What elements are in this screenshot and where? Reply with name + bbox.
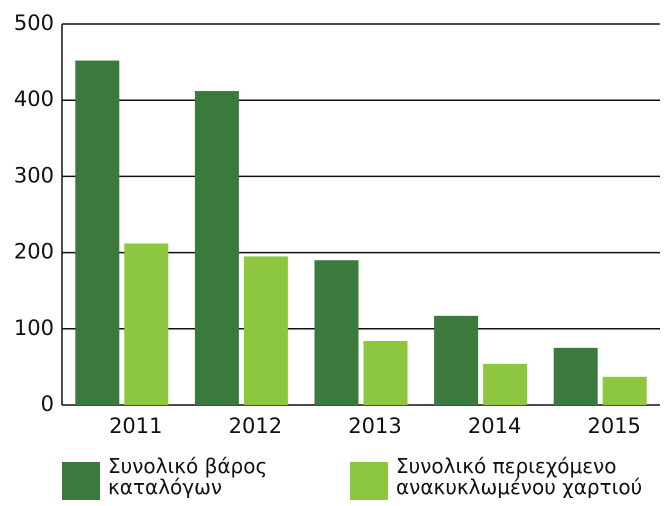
x-tick-label: 2012 bbox=[229, 414, 282, 438]
bar bbox=[483, 363, 528, 405]
legend-label: Συνολικό περιεχόμενο ανακυκλωμένου χαρτι… bbox=[396, 456, 643, 498]
y-tick-label: 0 bbox=[41, 392, 54, 416]
legend-label: Συνολικό βάρος καταλόγων bbox=[108, 456, 268, 498]
chart: 0 100 200 300 400 500 2011 2012 2013 2014 2015 bbox=[14, 11, 660, 438]
bar bbox=[194, 91, 239, 405]
bar bbox=[243, 256, 288, 405]
y-tick-label: 100 bbox=[14, 316, 54, 340]
bar bbox=[553, 347, 598, 405]
bar bbox=[602, 376, 647, 405]
legend-swatch bbox=[62, 462, 100, 500]
x-tick-label: 2015 bbox=[587, 414, 640, 438]
y-tick-label: 200 bbox=[14, 240, 54, 264]
bar bbox=[434, 315, 479, 405]
y-tick-label: 400 bbox=[14, 87, 54, 111]
legend-item: Συνολικό βάρος καταλόγων bbox=[62, 456, 288, 500]
bar bbox=[75, 60, 120, 406]
legend-swatch bbox=[350, 462, 388, 500]
bar bbox=[314, 260, 359, 405]
y-tick-label: 300 bbox=[14, 163, 54, 187]
bar bbox=[363, 340, 408, 405]
legend-item: Συνολικό περιεχόμενο ανακυκλωμένου χαρτι… bbox=[350, 456, 666, 500]
x-tick-label: 2014 bbox=[468, 414, 521, 438]
x-tick-label: 2011 bbox=[109, 414, 162, 438]
y-tick-label: 500 bbox=[14, 11, 54, 35]
bar bbox=[124, 243, 169, 405]
x-tick-label: 2013 bbox=[348, 414, 401, 438]
